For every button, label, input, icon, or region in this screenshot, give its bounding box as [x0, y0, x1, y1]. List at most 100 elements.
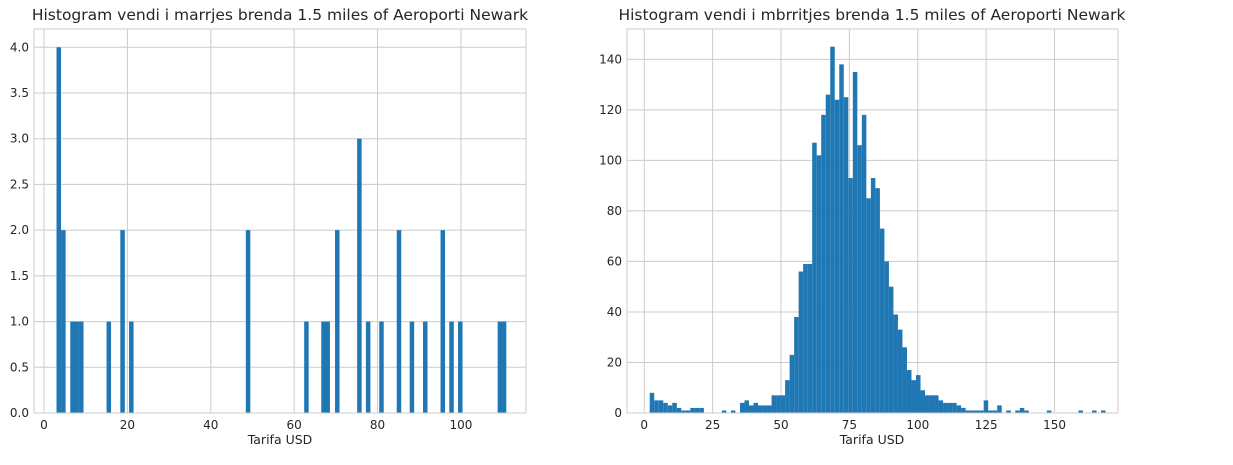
- histogram-bar: [762, 405, 768, 413]
- histogram-bar: [879, 228, 885, 413]
- histogram-bar: [667, 405, 673, 413]
- histogram-bar: [915, 375, 921, 413]
- histogram-bar: [497, 321, 503, 413]
- chart-title: Histogram vendi i marrjes brenda 1.5 mil…: [32, 6, 528, 24]
- histogram-bar: [979, 410, 984, 413]
- histogram-bar: [911, 380, 916, 413]
- x-tick-label: 150: [1043, 418, 1066, 432]
- histogram-bar: [888, 286, 894, 413]
- histogram-bar: [884, 261, 889, 413]
- histogram-bar: [1092, 410, 1097, 413]
- histogram-bar: [685, 410, 691, 413]
- x-tick-label: 50: [773, 418, 788, 432]
- histogram-bar: [654, 400, 659, 413]
- histogram-bar: [1024, 410, 1029, 413]
- histogram-bar: [690, 407, 695, 413]
- histogram-bar: [771, 395, 777, 413]
- y-tick-label: 3.5: [10, 86, 29, 100]
- histogram-bar: [776, 395, 781, 413]
- histogram-bar: [1015, 410, 1020, 413]
- plot-frame: [626, 28, 1119, 414]
- histogram-bar: [870, 178, 876, 413]
- y-tick-label: 2.0: [10, 223, 29, 237]
- histogram-bar: [834, 99, 840, 413]
- histogram-bar: [780, 395, 786, 413]
- histogram-bar: [821, 114, 826, 413]
- y-tick-label: 0.5: [10, 360, 29, 374]
- histogram-bar: [956, 405, 962, 413]
- histogram-bar: [74, 321, 79, 413]
- histogram-bar: [681, 410, 686, 413]
- x-tick-label: 100: [906, 418, 929, 432]
- histogram-bar: [961, 407, 966, 413]
- x-tick-label: 100: [450, 418, 473, 432]
- histogram-bar: [970, 410, 975, 413]
- histogram-bar: [807, 263, 813, 413]
- histogram-bar: [920, 390, 926, 413]
- histogram-pickup-panel: Histogram vendi i marrjes brenda 1.5 mil…: [10, 6, 528, 447]
- histogram-bar: [803, 263, 808, 413]
- histogram-bar: [861, 114, 867, 413]
- histogram-bar: [875, 188, 880, 413]
- y-tick-label: 40: [607, 305, 622, 319]
- y-tick-label: 0.0: [10, 406, 29, 420]
- y-tick-label: 2.5: [10, 177, 29, 191]
- histogram-bar: [843, 97, 849, 414]
- histogram-bar: [304, 321, 309, 413]
- histogram-bar: [396, 230, 402, 413]
- histogram-bar: [897, 329, 903, 413]
- histogram-bar: [753, 402, 759, 413]
- histogram-bar: [699, 407, 704, 413]
- x-tick-label: 125: [975, 418, 998, 432]
- x-tick-label: 40: [203, 418, 218, 432]
- histogram-bar: [440, 230, 446, 413]
- histogram-bar: [379, 321, 384, 413]
- histogram-bar: [785, 380, 790, 413]
- histogram-bar: [857, 145, 862, 414]
- histogram-bar: [458, 321, 463, 413]
- histogram-bar: [902, 347, 907, 413]
- histogram-bar: [1078, 410, 1083, 413]
- histogram-bar: [739, 402, 745, 413]
- histogram-bar: [812, 142, 817, 413]
- histogram-bar: [825, 94, 831, 414]
- histogram-bar: [1019, 407, 1025, 413]
- x-tick-label: 25: [705, 418, 720, 432]
- histogram-bar: [848, 178, 853, 413]
- histogram-bar: [70, 321, 75, 413]
- histogram-bar: [952, 402, 957, 413]
- histogram-bar: [758, 405, 763, 413]
- y-tick-label: 120: [599, 103, 622, 117]
- histogram-bar: [61, 230, 66, 413]
- histogram-bar: [694, 407, 700, 413]
- histogram-bar: [794, 317, 799, 413]
- y-tick-labels: 0 20 40 60 80 100 120 140: [599, 52, 622, 420]
- histogram-bar: [893, 314, 898, 413]
- histogram-bar: [830, 46, 835, 414]
- x-tick-label: 75: [842, 418, 857, 432]
- histogram-bar: [816, 155, 822, 413]
- y-tick-labels: 0.0 0.5 1.0 1.5 2.0 2.5 3.0 3.5 4.0: [10, 40, 29, 420]
- histogram-bar: [663, 402, 668, 413]
- histogram-bar: [866, 198, 871, 413]
- histogram-bars: [649, 46, 1106, 414]
- histogram-bar: [649, 392, 655, 413]
- y-tick-label: 3.0: [10, 132, 29, 146]
- histogram-bar: [106, 321, 112, 413]
- x-axis-label: Tarifa USD: [839, 432, 905, 447]
- histogram-bar: [357, 138, 362, 413]
- histogram-bar: [365, 321, 371, 413]
- histogram-bar: [943, 402, 948, 413]
- chart-title: Histogram vendi i mbrritjes brenda 1.5 m…: [618, 6, 1125, 24]
- histogram-bar: [925, 395, 930, 413]
- histogram-bar: [789, 354, 795, 413]
- histogram-bar: [335, 230, 340, 413]
- y-tick-label: 0: [614, 406, 622, 420]
- x-tick-label: 0: [40, 418, 48, 432]
- y-tick-label: 100: [599, 153, 622, 167]
- y-tick-label: 80: [607, 204, 622, 218]
- y-tick-label: 140: [599, 52, 622, 66]
- histogram-bar: [1046, 410, 1052, 413]
- histogram-bar: [988, 410, 993, 413]
- histogram-bar: [934, 395, 939, 413]
